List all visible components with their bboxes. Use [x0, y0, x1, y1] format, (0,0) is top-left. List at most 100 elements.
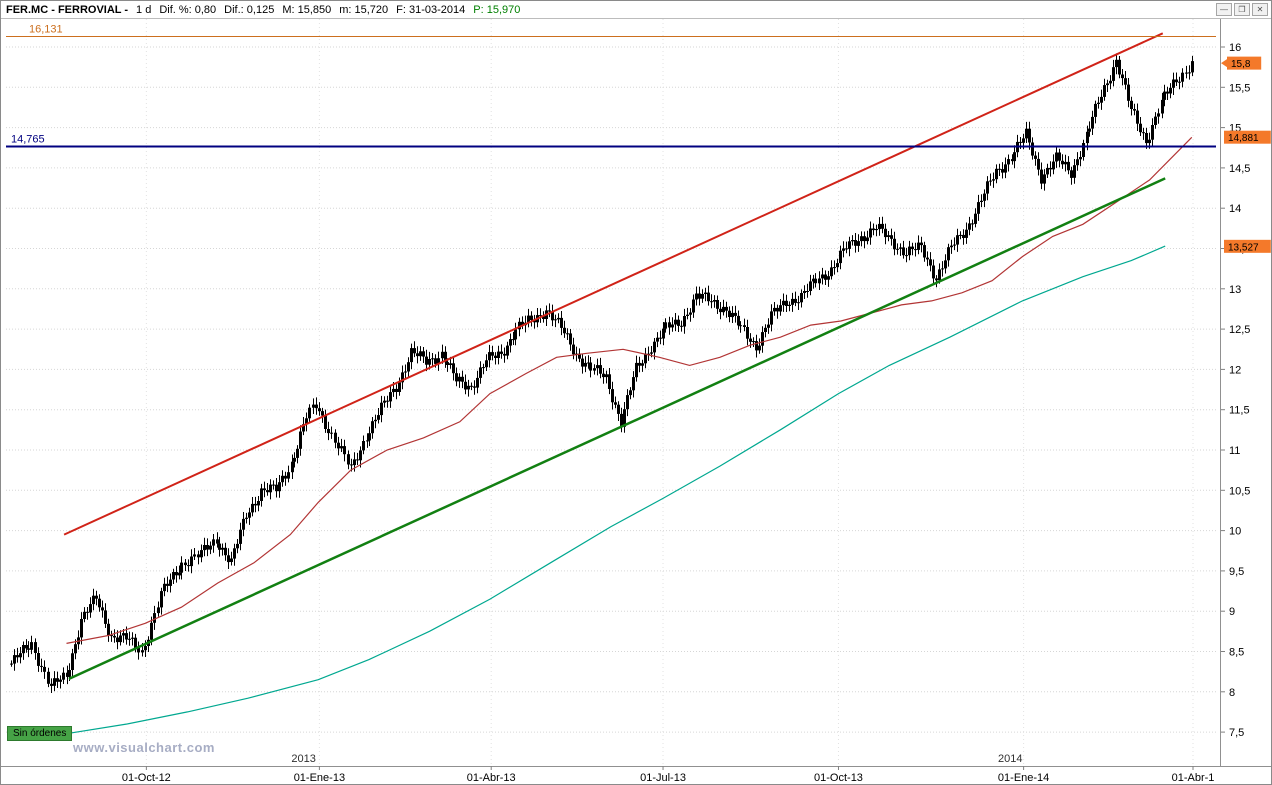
candle-body	[827, 276, 830, 280]
candle-body	[764, 327, 767, 332]
candle-body	[1136, 110, 1139, 124]
candle-body	[752, 341, 755, 343]
minimize-icon[interactable]: —	[1216, 3, 1232, 16]
candle-body	[965, 229, 968, 238]
candle-body	[749, 338, 752, 342]
restore-icon[interactable]: ❐	[1234, 3, 1250, 16]
candle-body	[34, 642, 37, 653]
candle-body	[632, 377, 635, 391]
candle-body	[593, 368, 596, 371]
candle-body	[719, 308, 722, 313]
candle-body	[998, 168, 1001, 170]
candle-body	[860, 236, 863, 242]
candle-body	[713, 300, 716, 302]
candle-body	[389, 392, 392, 402]
candle-body	[141, 650, 144, 653]
candle-body	[13, 655, 16, 664]
candle-body	[107, 623, 110, 636]
price-axis-label: 10,5	[1229, 485, 1250, 497]
candle-body	[896, 248, 899, 250]
candle-body	[254, 503, 257, 506]
candle-body	[446, 362, 449, 365]
candle-body	[104, 610, 107, 624]
candle-body	[203, 545, 206, 551]
candle-body	[488, 352, 491, 361]
candle-body	[563, 327, 566, 334]
candle-body	[150, 622, 153, 640]
candle-body	[337, 442, 340, 449]
candle-body	[514, 329, 517, 340]
candle-body	[710, 301, 713, 303]
candle-body	[695, 293, 698, 300]
price-axis-label: 12,5	[1229, 324, 1250, 336]
candle-body	[932, 265, 935, 279]
price-axis-label: 14,5	[1229, 163, 1250, 175]
candle-body	[824, 274, 827, 280]
candle-body	[16, 655, 19, 658]
price-axis-label: 11,5	[1229, 405, 1250, 417]
candle-body	[1040, 169, 1043, 184]
candle-body	[40, 665, 43, 667]
timeframe-label: 1 d	[136, 3, 152, 16]
lower-channel-trendline[interactable]	[68, 177, 1166, 681]
candle-body	[971, 223, 974, 225]
candle-body	[872, 228, 875, 231]
candle-body	[584, 362, 587, 367]
candle-body	[92, 595, 95, 605]
candle-body	[321, 411, 324, 416]
candle-body	[476, 377, 479, 388]
candle-body	[755, 341, 758, 351]
candle-body	[374, 419, 377, 422]
candle-body	[716, 300, 719, 309]
candle-body	[989, 180, 992, 182]
candle-body	[153, 613, 156, 623]
candle-body	[1028, 128, 1031, 143]
candle-body	[284, 475, 287, 479]
candle-body	[809, 281, 812, 291]
candle-body	[330, 432, 333, 434]
candle-body	[83, 611, 86, 619]
year-label: 2014	[998, 753, 1022, 765]
candle-body	[1019, 141, 1022, 143]
candle-body	[233, 548, 236, 559]
last-price-badge-text: 15,8	[1231, 59, 1251, 70]
candle-body	[797, 302, 800, 304]
price-axis-label: 14	[1229, 203, 1241, 215]
price-axis-label: 16	[1229, 42, 1241, 54]
candle-body	[175, 572, 178, 576]
candle-body	[731, 312, 734, 318]
candle-body	[449, 363, 452, 365]
candle-body	[119, 635, 122, 643]
candle-body	[1086, 131, 1089, 144]
candle-body	[668, 322, 671, 328]
candle-body	[425, 356, 428, 365]
candle-body	[455, 373, 458, 382]
candle-body	[629, 390, 632, 396]
candle-body	[444, 351, 447, 363]
candle-body	[1139, 123, 1142, 133]
candle-body	[128, 638, 131, 640]
candle-body	[1191, 61, 1194, 73]
candle-body	[539, 315, 542, 317]
candle-body	[845, 248, 848, 250]
candle-body	[434, 358, 437, 364]
candle-body	[899, 247, 902, 249]
close-icon[interactable]: ✕	[1252, 3, 1268, 16]
candle-body	[1004, 164, 1007, 173]
candle-body	[518, 321, 521, 330]
candle-body	[1169, 87, 1172, 94]
upper-channel-trendline[interactable]	[63, 32, 1164, 536]
candle-body	[1055, 152, 1058, 162]
time-axis-label: 01-Ene-13	[294, 772, 345, 784]
candle-body	[548, 310, 551, 312]
year-label: 2013	[291, 753, 315, 765]
candle-body	[788, 304, 791, 306]
candle-body	[166, 583, 169, 586]
candle-body	[602, 373, 605, 378]
candle-body	[1007, 159, 1010, 165]
candle-body	[893, 238, 896, 250]
candle-body	[291, 461, 294, 473]
candle-body	[743, 325, 746, 327]
candle-body	[368, 433, 371, 441]
